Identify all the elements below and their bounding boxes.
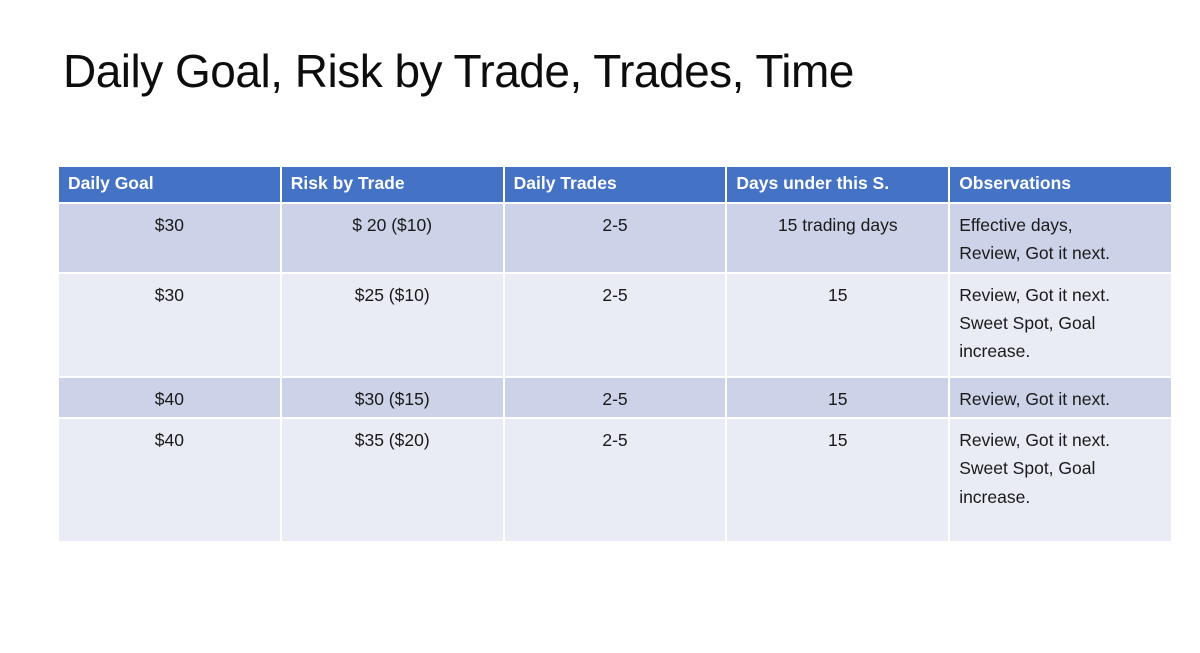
table-row: $30 $ 20 ($10) 2-5 15 trading days Effec… [57,202,1173,274]
column-header-observations: Observations [948,165,1173,204]
cell-observations: Review, Got it next. Sweet Spot, Goal in… [948,271,1173,378]
table-row: $40 $30 ($15) 2-5 15 Review, Got it next… [57,375,1173,420]
slide-title: Daily Goal, Risk by Trade, Trades, Time [63,45,854,97]
cell-observations: Effective days, Review, Got it next. [948,202,1173,274]
header-row: Daily Goal Risk by Trade Daily Trades Da… [57,165,1173,204]
column-header-risk-by-trade: Risk by Trade [279,165,505,204]
cell-daily-trades: 2-5 [502,202,728,274]
column-header-daily-goal: Daily Goal [57,165,282,204]
cell-risk-by-trade: $30 ($15) [279,375,505,420]
cell-days-under: 15 trading days [725,202,951,274]
cell-daily-goal: $30 [57,202,282,274]
table-row: $40 $35 ($20) 2-5 15 Review, Got it next… [57,417,1173,544]
table-row: $30 $25 ($10) 2-5 15 Review, Got it next… [57,271,1173,378]
column-header-days-under: Days under this S. [725,165,951,204]
cell-risk-by-trade: $ 20 ($10) [279,202,505,274]
cell-risk-by-trade: $25 ($10) [279,271,505,378]
cell-daily-trades: 2-5 [502,417,728,544]
cell-daily-goal: $30 [57,271,282,378]
cell-daily-goal: $40 [57,417,282,544]
cell-daily-trades: 2-5 [502,271,728,378]
cell-days-under: 15 [725,417,951,544]
cell-daily-goal: $40 [57,375,282,420]
cell-days-under: 15 [725,271,951,378]
cell-observations: Review, Got it next. Sweet Spot, Goal in… [948,417,1173,544]
cell-risk-by-trade: $35 ($20) [279,417,505,544]
trading-plan-table: Daily Goal Risk by Trade Daily Trades Da… [57,165,1173,544]
cell-days-under: 15 [725,375,951,420]
column-header-daily-trades: Daily Trades [502,165,728,204]
cell-daily-trades: 2-5 [502,375,728,420]
cell-observations: Review, Got it next. [948,375,1173,420]
